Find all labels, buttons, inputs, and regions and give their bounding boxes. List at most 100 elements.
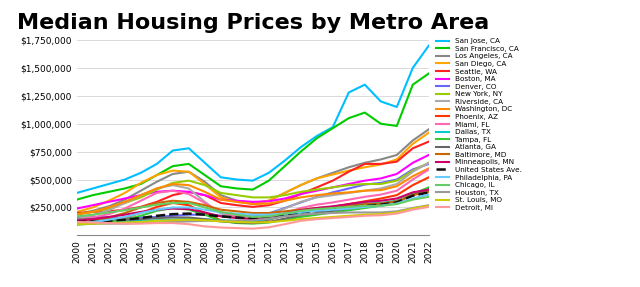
Seattle, WA bbox=[201, 193, 209, 197]
Washington, DC bbox=[361, 189, 369, 192]
Miami, FL bbox=[409, 178, 417, 181]
Detroit, MI bbox=[297, 219, 305, 222]
San Diego, CA bbox=[297, 183, 305, 187]
St. Louis, MO bbox=[281, 219, 289, 222]
Philadelphia, PA bbox=[233, 212, 241, 215]
San Francisco, CA bbox=[345, 117, 353, 120]
Chicago, IL bbox=[313, 208, 321, 211]
Philadelphia, PA bbox=[297, 210, 305, 214]
Line: Miami, FL: Miami, FL bbox=[77, 170, 429, 220]
Line: Chicago, IL: Chicago, IL bbox=[77, 197, 429, 217]
Miami, FL bbox=[89, 216, 97, 219]
Houston, TX bbox=[201, 219, 209, 222]
Dallas, TX bbox=[233, 219, 241, 222]
Baltimore, MD bbox=[169, 199, 177, 202]
Houston, TX bbox=[185, 220, 193, 223]
Dallas, TX bbox=[361, 202, 369, 205]
Minneapolis, MN bbox=[185, 208, 193, 211]
Boston, MA bbox=[105, 200, 113, 203]
Phoenix, AZ bbox=[313, 208, 321, 211]
St. Louis, MO bbox=[89, 222, 97, 225]
Detroit, MI bbox=[393, 212, 401, 215]
Atlanta, GA bbox=[137, 218, 145, 221]
Riverside, CA bbox=[297, 200, 305, 203]
Phoenix, AZ bbox=[425, 176, 433, 179]
Minneapolis, MN bbox=[105, 215, 113, 219]
San Jose, CA bbox=[89, 187, 97, 190]
San Jose, CA bbox=[137, 171, 145, 174]
Boston, MA bbox=[265, 199, 273, 203]
Detroit, MI bbox=[233, 226, 241, 230]
Washington, DC bbox=[297, 196, 305, 199]
Phoenix, AZ bbox=[377, 197, 385, 200]
Houston, TX bbox=[393, 210, 401, 213]
Philadelphia, PA bbox=[345, 207, 353, 210]
Tampa, FL bbox=[377, 204, 385, 208]
United States Ave. bbox=[89, 220, 97, 223]
Philadelphia, PA bbox=[89, 220, 97, 224]
Baltimore, MD bbox=[393, 199, 401, 203]
Washington, DC bbox=[265, 202, 273, 205]
San Diego, CA bbox=[409, 142, 417, 146]
Line: Washington, DC: Washington, DC bbox=[77, 168, 429, 215]
Detroit, MI bbox=[409, 208, 417, 212]
Line: Denver, CO: Denver, CO bbox=[77, 164, 429, 218]
Los Angeles, CA bbox=[393, 153, 401, 157]
San Francisco, CA bbox=[137, 182, 145, 186]
Boston, MA bbox=[313, 189, 321, 192]
San Jose, CA bbox=[345, 91, 353, 94]
Philadelphia, PA bbox=[201, 208, 209, 212]
Detroit, MI bbox=[73, 220, 81, 224]
New York, NY bbox=[425, 161, 433, 164]
Riverside, CA bbox=[217, 212, 225, 215]
Detroit, MI bbox=[345, 215, 353, 219]
Denver, CO bbox=[345, 187, 353, 190]
Minneapolis, MN bbox=[393, 197, 401, 200]
St. Louis, MO bbox=[329, 215, 337, 219]
United States Ave. bbox=[281, 213, 289, 216]
Baltimore, MD bbox=[89, 219, 97, 222]
Detroit, MI bbox=[89, 221, 97, 224]
Baltimore, MD bbox=[265, 211, 273, 215]
San Francisco, CA bbox=[73, 198, 81, 201]
Line: St. Louis, MO: St. Louis, MO bbox=[77, 206, 429, 224]
Denver, CO bbox=[297, 201, 305, 204]
Baltimore, MD bbox=[105, 216, 113, 219]
Detroit, MI bbox=[265, 226, 273, 229]
Seattle, WA bbox=[169, 193, 177, 197]
Washington, DC bbox=[105, 206, 113, 209]
Houston, TX bbox=[329, 211, 337, 215]
Atlanta, GA bbox=[169, 216, 177, 219]
Line: United States Ave.: United States Ave. bbox=[77, 192, 429, 222]
Line: Seattle, WA: Seattle, WA bbox=[77, 141, 429, 213]
Baltimore, MD bbox=[425, 190, 433, 193]
Line: Boston, MA: Boston, MA bbox=[77, 155, 429, 209]
Miami, FL bbox=[377, 193, 385, 196]
Riverside, CA bbox=[313, 196, 321, 199]
Boston, MA bbox=[89, 203, 97, 207]
Seattle, WA bbox=[313, 186, 321, 189]
Minneapolis, MN bbox=[297, 208, 305, 212]
Line: Tampa, FL: Tampa, FL bbox=[77, 187, 429, 225]
Detroit, MI bbox=[169, 221, 177, 225]
United States Ave. bbox=[233, 216, 241, 219]
San Diego, CA bbox=[89, 206, 97, 209]
Los Angeles, CA bbox=[185, 170, 193, 173]
Washington, DC bbox=[153, 187, 161, 190]
San Jose, CA bbox=[217, 176, 225, 179]
Phoenix, AZ bbox=[137, 211, 145, 215]
Riverside, CA bbox=[249, 216, 257, 220]
Los Angeles, CA bbox=[121, 198, 129, 201]
San Francisco, CA bbox=[89, 193, 97, 197]
Los Angeles, CA bbox=[73, 212, 81, 216]
San Diego, CA bbox=[233, 200, 241, 203]
New York, NY bbox=[137, 196, 145, 199]
Los Angeles, CA bbox=[265, 199, 273, 202]
Seattle, WA bbox=[297, 192, 305, 196]
Philadelphia, PA bbox=[249, 213, 257, 216]
San Francisco, CA bbox=[329, 127, 337, 130]
Atlanta, GA bbox=[73, 218, 81, 222]
Chicago, IL bbox=[201, 206, 209, 209]
Boston, MA bbox=[233, 199, 241, 202]
San Jose, CA bbox=[73, 191, 81, 195]
